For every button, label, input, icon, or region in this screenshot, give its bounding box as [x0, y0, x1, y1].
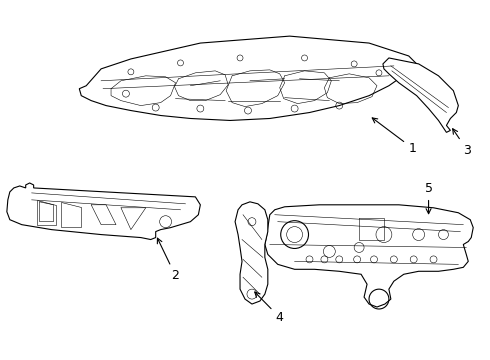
Text: 4: 4 — [255, 292, 284, 324]
Text: 1: 1 — [372, 118, 416, 155]
Text: 5: 5 — [424, 182, 433, 214]
Polygon shape — [7, 183, 200, 239]
Polygon shape — [383, 58, 458, 132]
Text: 3: 3 — [453, 129, 471, 157]
Polygon shape — [79, 36, 418, 121]
Polygon shape — [265, 205, 473, 307]
Text: 2: 2 — [157, 238, 179, 282]
Polygon shape — [37, 200, 56, 225]
Polygon shape — [61, 202, 81, 227]
Polygon shape — [235, 202, 268, 304]
